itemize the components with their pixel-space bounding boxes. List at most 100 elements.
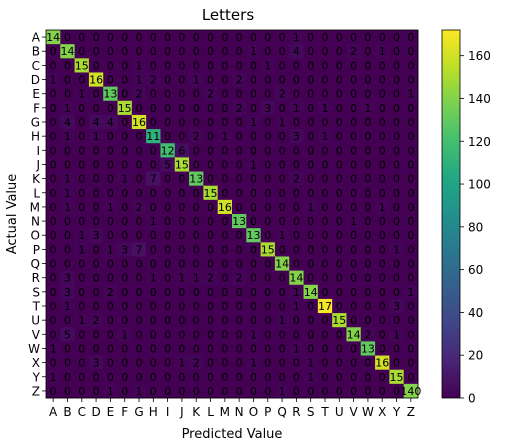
cell-value-label: 1: [250, 45, 257, 58]
cell-value-label: 0: [78, 74, 85, 87]
heatmap-cell: [389, 72, 405, 88]
cell-value-label: 0: [221, 314, 228, 327]
heatmap-cell: [346, 341, 362, 356]
cell-value-label: 0: [336, 201, 343, 214]
heatmap-cell: [103, 228, 118, 243]
heatmap-cell: [74, 327, 90, 342]
heatmap-cell: [203, 298, 219, 314]
heatmap-cell: [375, 383, 390, 399]
cell-value-label: 0: [93, 328, 100, 341]
heatmap-cell: [332, 157, 347, 172]
heatmap-cell: [317, 256, 333, 272]
cell-value-label: 0: [107, 31, 114, 44]
cell-value-label: 0: [164, 45, 171, 58]
heatmap-cell: [346, 100, 362, 116]
cell-value-label: 0: [264, 357, 271, 370]
heatmap-cell: [317, 58, 333, 73]
heatmap-cells: [46, 30, 419, 399]
heatmap-cell: [246, 341, 262, 356]
cell-value-label: 0: [50, 59, 57, 72]
heatmap-cell: [246, 327, 262, 342]
cell-value-label: 0: [50, 158, 57, 171]
heatmap-cell: [289, 199, 304, 215]
cell-value-label: 0: [364, 45, 371, 58]
cell-value-label: 0: [407, 74, 414, 87]
cell-value-label: 1: [136, 74, 143, 87]
heatmap-cell: [375, 228, 390, 243]
heatmap-cell: [389, 214, 405, 229]
heatmap-cell: [103, 171, 118, 187]
heatmap-cell: [303, 143, 319, 158]
cell-value-label: 0: [393, 74, 400, 87]
cell-value-label: 1: [50, 74, 57, 87]
heatmap-cell: [389, 157, 405, 172]
cell-value-label: 0: [193, 215, 200, 228]
heatmap-cell: [232, 313, 247, 328]
heatmap-cell: [389, 341, 405, 356]
heatmap-cell: [260, 44, 276, 59]
heatmap-cell: [203, 383, 219, 399]
heatmap-cell: [203, 30, 219, 45]
heatmap-cell: [60, 171, 76, 187]
heatmap-cell: [375, 30, 390, 45]
heatmap-cell: [274, 383, 290, 399]
cell-value-label: 0: [279, 286, 286, 299]
heatmap-cell: [131, 44, 147, 59]
cell-value-label: 0: [221, 229, 228, 242]
cell-value-label: 0: [93, 243, 100, 256]
heatmap-cell: [360, 341, 376, 356]
heatmap-cell: [74, 341, 90, 356]
heatmap-cell: [360, 100, 376, 116]
cell-value-label: 3: [264, 102, 271, 115]
heatmap-cell: [289, 256, 304, 272]
heatmap-cell: [160, 284, 176, 300]
heatmap-cell: [217, 355, 233, 371]
cell-value-label: 0: [236, 144, 243, 157]
heatmap-cell: [260, 242, 276, 257]
heatmap-cell: [131, 199, 147, 215]
cell-value-label: 0: [336, 116, 343, 129]
heatmap-frame: [45, 29, 419, 399]
heatmap-cell: [217, 284, 233, 300]
cell-value-label: 4: [293, 45, 300, 58]
cell-value-label: 0: [264, 286, 271, 299]
cell-value-label: 0: [250, 88, 257, 101]
cell-value-label: 0: [78, 201, 85, 214]
heatmap-cell: [146, 143, 161, 158]
cell-value-label: 3: [93, 357, 100, 370]
heatmap-cell: [160, 298, 176, 314]
cell-value-label: 0: [107, 59, 114, 72]
cell-value-label: 0: [107, 229, 114, 242]
cell-value-label: 0: [307, 342, 314, 355]
heatmap-cell: [117, 114, 133, 130]
cell-value-label: 0: [136, 45, 143, 58]
cell-value-label: 0: [64, 385, 71, 398]
cell-value-label: 0: [236, 342, 243, 355]
cell-value-label: 0: [150, 144, 157, 157]
y-tick-label: W: [28, 342, 40, 356]
heatmap-cell: [203, 284, 219, 300]
heatmap-cell: [103, 256, 118, 272]
cell-value-label: 2: [207, 88, 214, 101]
heatmap-cell: [317, 298, 333, 314]
cell-value-label: 0: [164, 272, 171, 285]
chart-title: Letters: [202, 6, 254, 24]
cell-value-label: 0: [207, 357, 214, 370]
cell-value-label: 0: [350, 187, 357, 200]
cell-value-label: 0: [50, 328, 57, 341]
heatmap-cell: [131, 30, 147, 45]
cell-value-label: 0: [164, 371, 171, 384]
cell-value-label: 0: [236, 116, 243, 129]
heatmap-cell: [217, 199, 233, 215]
heatmap-cell: [289, 58, 304, 73]
cell-value-label: 0: [293, 88, 300, 101]
cell-value-label: 0: [236, 385, 243, 398]
cell-value-label: 0: [264, 314, 271, 327]
cell-value-label: 0: [207, 45, 214, 58]
heatmap-cell: [389, 58, 405, 73]
cell-value-label: 0: [393, 272, 400, 285]
cell-value-label: 0: [407, 45, 414, 58]
cell-value-label: 0: [121, 130, 128, 143]
cell-value-label: 0: [264, 116, 271, 129]
heatmap-cell: [375, 114, 390, 130]
